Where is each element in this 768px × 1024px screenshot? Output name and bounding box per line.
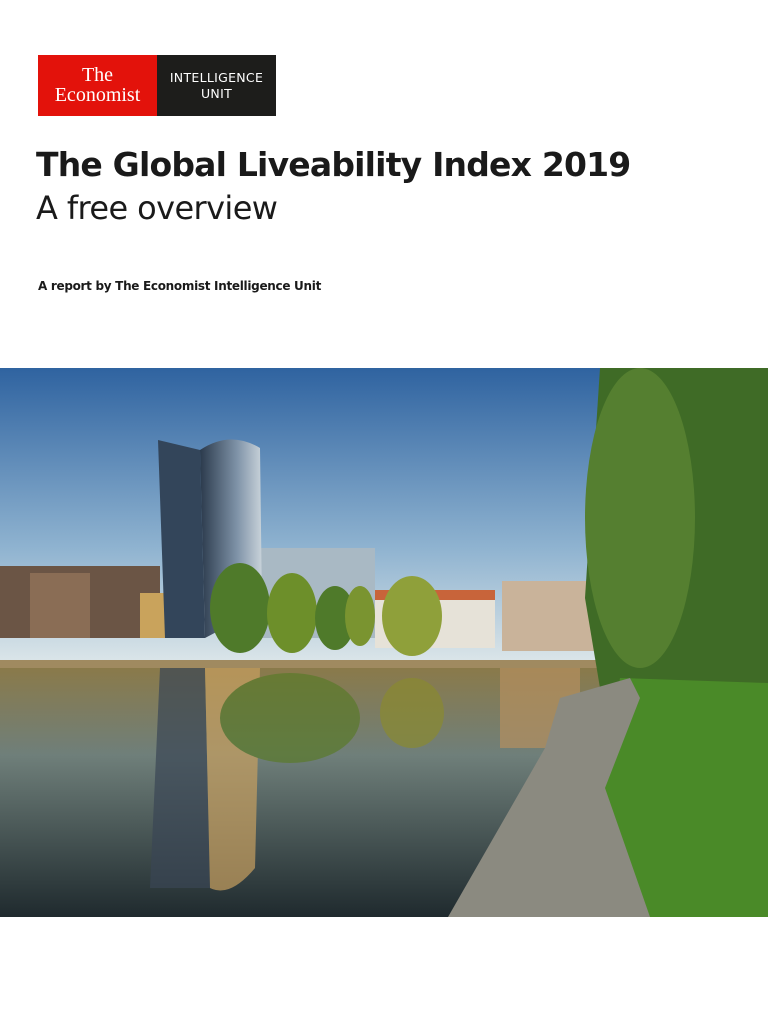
tree bbox=[585, 368, 695, 668]
subtitle: A free overview bbox=[36, 189, 278, 227]
logo-text: INTELLIGENCE bbox=[169, 70, 264, 85]
cover-photo bbox=[0, 368, 768, 917]
logo-text: Economist bbox=[54, 84, 141, 106]
reflections bbox=[150, 668, 580, 891]
riverbank bbox=[0, 660, 640, 668]
logo-text: The bbox=[81, 64, 114, 86]
logo-text: UNIT bbox=[200, 86, 233, 101]
title: The Global Liveability Index 2019 bbox=[36, 145, 631, 184]
byline: A report by The Economist Intelligence U… bbox=[38, 279, 321, 293]
logo-unit: INTELLIGENCE UNIT bbox=[157, 55, 276, 116]
grass bbox=[600, 678, 768, 917]
embankment bbox=[448, 678, 650, 917]
trees bbox=[210, 563, 442, 656]
logo-economist: The Economist bbox=[38, 55, 157, 116]
